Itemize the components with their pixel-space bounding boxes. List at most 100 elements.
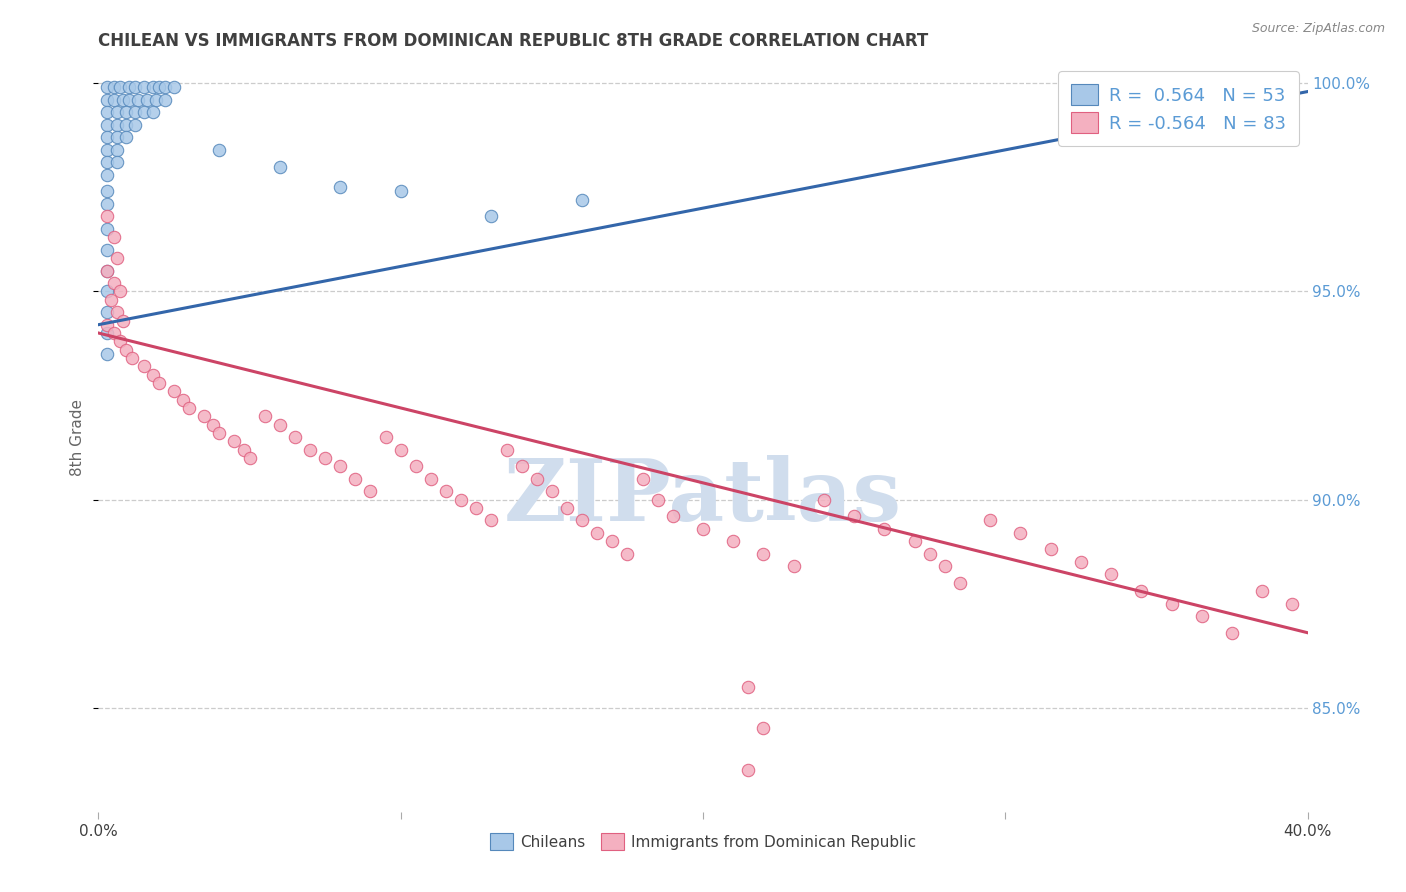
Point (121, 351, 143, 365)
Point (329, 180, 352, 194)
Point (103, 93, 125, 107)
Point (949, 575, 972, 590)
Point (105, 105, 128, 120)
Point (555, 500, 578, 515)
Point (132, 80, 155, 95)
Point (96, 105, 118, 120)
Point (1160, 597, 1182, 611)
Point (329, 459, 352, 474)
Point (153, 80, 176, 95)
Point (114, 130, 136, 145)
Point (114, 118, 136, 132)
Point (405, 459, 427, 474)
Point (108, 285, 131, 299)
Point (540, 484, 562, 499)
Point (105, 118, 128, 132)
Point (844, 509, 866, 524)
Point (1220, 625, 1243, 640)
Point (299, 442, 322, 457)
Point (783, 559, 806, 574)
Point (571, 193, 593, 207)
Point (873, 522, 896, 536)
Point (118, 80, 141, 95)
Point (202, 417, 225, 432)
Point (434, 484, 457, 499)
Point (571, 513, 593, 527)
Text: Source: ZipAtlas.com: Source: ZipAtlas.com (1251, 22, 1385, 36)
Point (616, 547, 638, 561)
Point (96, 318, 118, 332)
Point (232, 442, 254, 457)
Point (142, 105, 165, 120)
Point (105, 130, 128, 145)
Point (389, 442, 412, 457)
Point (208, 425, 231, 440)
Point (132, 359, 155, 374)
Point (103, 276, 125, 290)
Point (96, 130, 118, 145)
Point (163, 384, 186, 399)
Point (813, 492, 835, 507)
Point (752, 722, 775, 736)
Point (389, 185, 412, 199)
Point (96, 285, 118, 299)
Point (737, 825, 759, 839)
Point (495, 442, 517, 457)
Point (602, 534, 624, 549)
Point (118, 93, 141, 107)
Point (465, 500, 488, 515)
Point (1010, 525, 1032, 540)
Point (374, 430, 396, 444)
Point (737, 867, 759, 881)
Point (1251, 584, 1274, 599)
Point (105, 155, 128, 169)
Point (1130, 584, 1153, 599)
Point (105, 305, 128, 319)
Point (127, 93, 149, 107)
Point (1281, 597, 1303, 611)
Point (96, 168, 118, 182)
Point (360, 484, 382, 499)
Point (96, 185, 118, 199)
Point (752, 547, 775, 561)
Point (284, 430, 307, 444)
Point (124, 118, 146, 132)
Point (108, 80, 131, 95)
Point (111, 93, 134, 107)
Point (135, 93, 157, 107)
Point (934, 559, 956, 574)
Point (96, 347, 118, 361)
Point (96, 93, 118, 107)
Point (100, 293, 122, 307)
Point (96, 263, 118, 277)
Point (103, 326, 125, 340)
Point (918, 547, 941, 561)
Point (661, 509, 683, 524)
Point (172, 392, 194, 407)
Y-axis label: 8th Grade: 8th Grade (70, 399, 86, 475)
Point (105, 251, 128, 265)
Point (1039, 542, 1062, 557)
Point (96, 118, 118, 132)
Point (142, 368, 165, 382)
Point (526, 472, 548, 486)
Point (647, 492, 669, 507)
Point (450, 492, 472, 507)
Point (269, 417, 291, 432)
Point (737, 680, 759, 694)
Point (96, 143, 118, 157)
Point (723, 534, 745, 549)
Point (1070, 555, 1092, 569)
Point (904, 534, 927, 549)
Point (96, 243, 118, 257)
Point (224, 434, 246, 449)
Point (344, 472, 367, 486)
Point (96, 80, 118, 95)
Point (96, 210, 118, 224)
Text: ZIPatlas: ZIPatlas (503, 455, 903, 539)
Point (179, 401, 201, 415)
Point (96, 197, 118, 211)
Point (96, 305, 118, 319)
Point (105, 143, 128, 157)
Point (103, 80, 125, 95)
